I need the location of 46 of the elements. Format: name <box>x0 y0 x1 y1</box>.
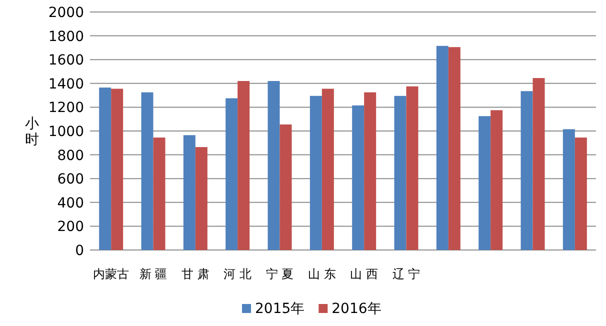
y-tick-label: 0 <box>75 243 84 259</box>
bar <box>238 81 250 250</box>
bar <box>322 88 334 250</box>
x-tick-label: 宁 夏 <box>266 267 294 281</box>
bar <box>394 96 406 250</box>
bar <box>310 96 322 250</box>
bar <box>111 88 124 250</box>
bar <box>195 147 208 250</box>
bar <box>268 81 280 250</box>
y-tick-label: 1400 <box>48 76 84 92</box>
bar <box>280 124 292 250</box>
x-tick-label: 甘 肃 <box>182 267 210 281</box>
bar <box>183 135 196 250</box>
bar <box>406 86 418 250</box>
bar <box>490 110 503 250</box>
x-tick-label: 山 西 <box>350 267 378 281</box>
bar <box>532 78 545 250</box>
y-tick-label: 600 <box>57 172 84 188</box>
bar <box>352 105 364 250</box>
y-tick-label: 200 <box>57 219 84 236</box>
legend-label: 2015年 <box>255 301 305 317</box>
bar <box>520 91 533 250</box>
y-tick-label: 2000 <box>48 5 84 21</box>
bar <box>364 92 376 250</box>
bar <box>141 92 154 250</box>
y-tick-label: 400 <box>57 195 84 212</box>
y-axis-title: 小时 <box>25 116 39 148</box>
bar <box>448 47 460 250</box>
x-tick-label: 新 疆 <box>139 267 168 281</box>
y-tick-label: 1000 <box>48 124 84 140</box>
bar <box>99 88 112 250</box>
bar <box>478 116 491 250</box>
x-tick-label: 辽 宁 <box>392 267 420 281</box>
y-tick-label: 800 <box>57 148 84 164</box>
y-tick-label: 1800 <box>48 28 84 45</box>
bar <box>153 138 166 250</box>
bar <box>226 98 238 250</box>
x-tick-label: 内蒙古 <box>93 267 130 281</box>
x-tick-label: 山 东 <box>308 267 336 281</box>
x-tick-label: 河 北 <box>224 267 252 281</box>
y-tick-label: 1200 <box>48 100 84 116</box>
bar <box>436 46 448 250</box>
bar <box>562 129 575 250</box>
legend-label: 2016年 <box>332 301 382 317</box>
bar <box>574 138 587 250</box>
y-tick-label: 1600 <box>48 52 84 69</box>
